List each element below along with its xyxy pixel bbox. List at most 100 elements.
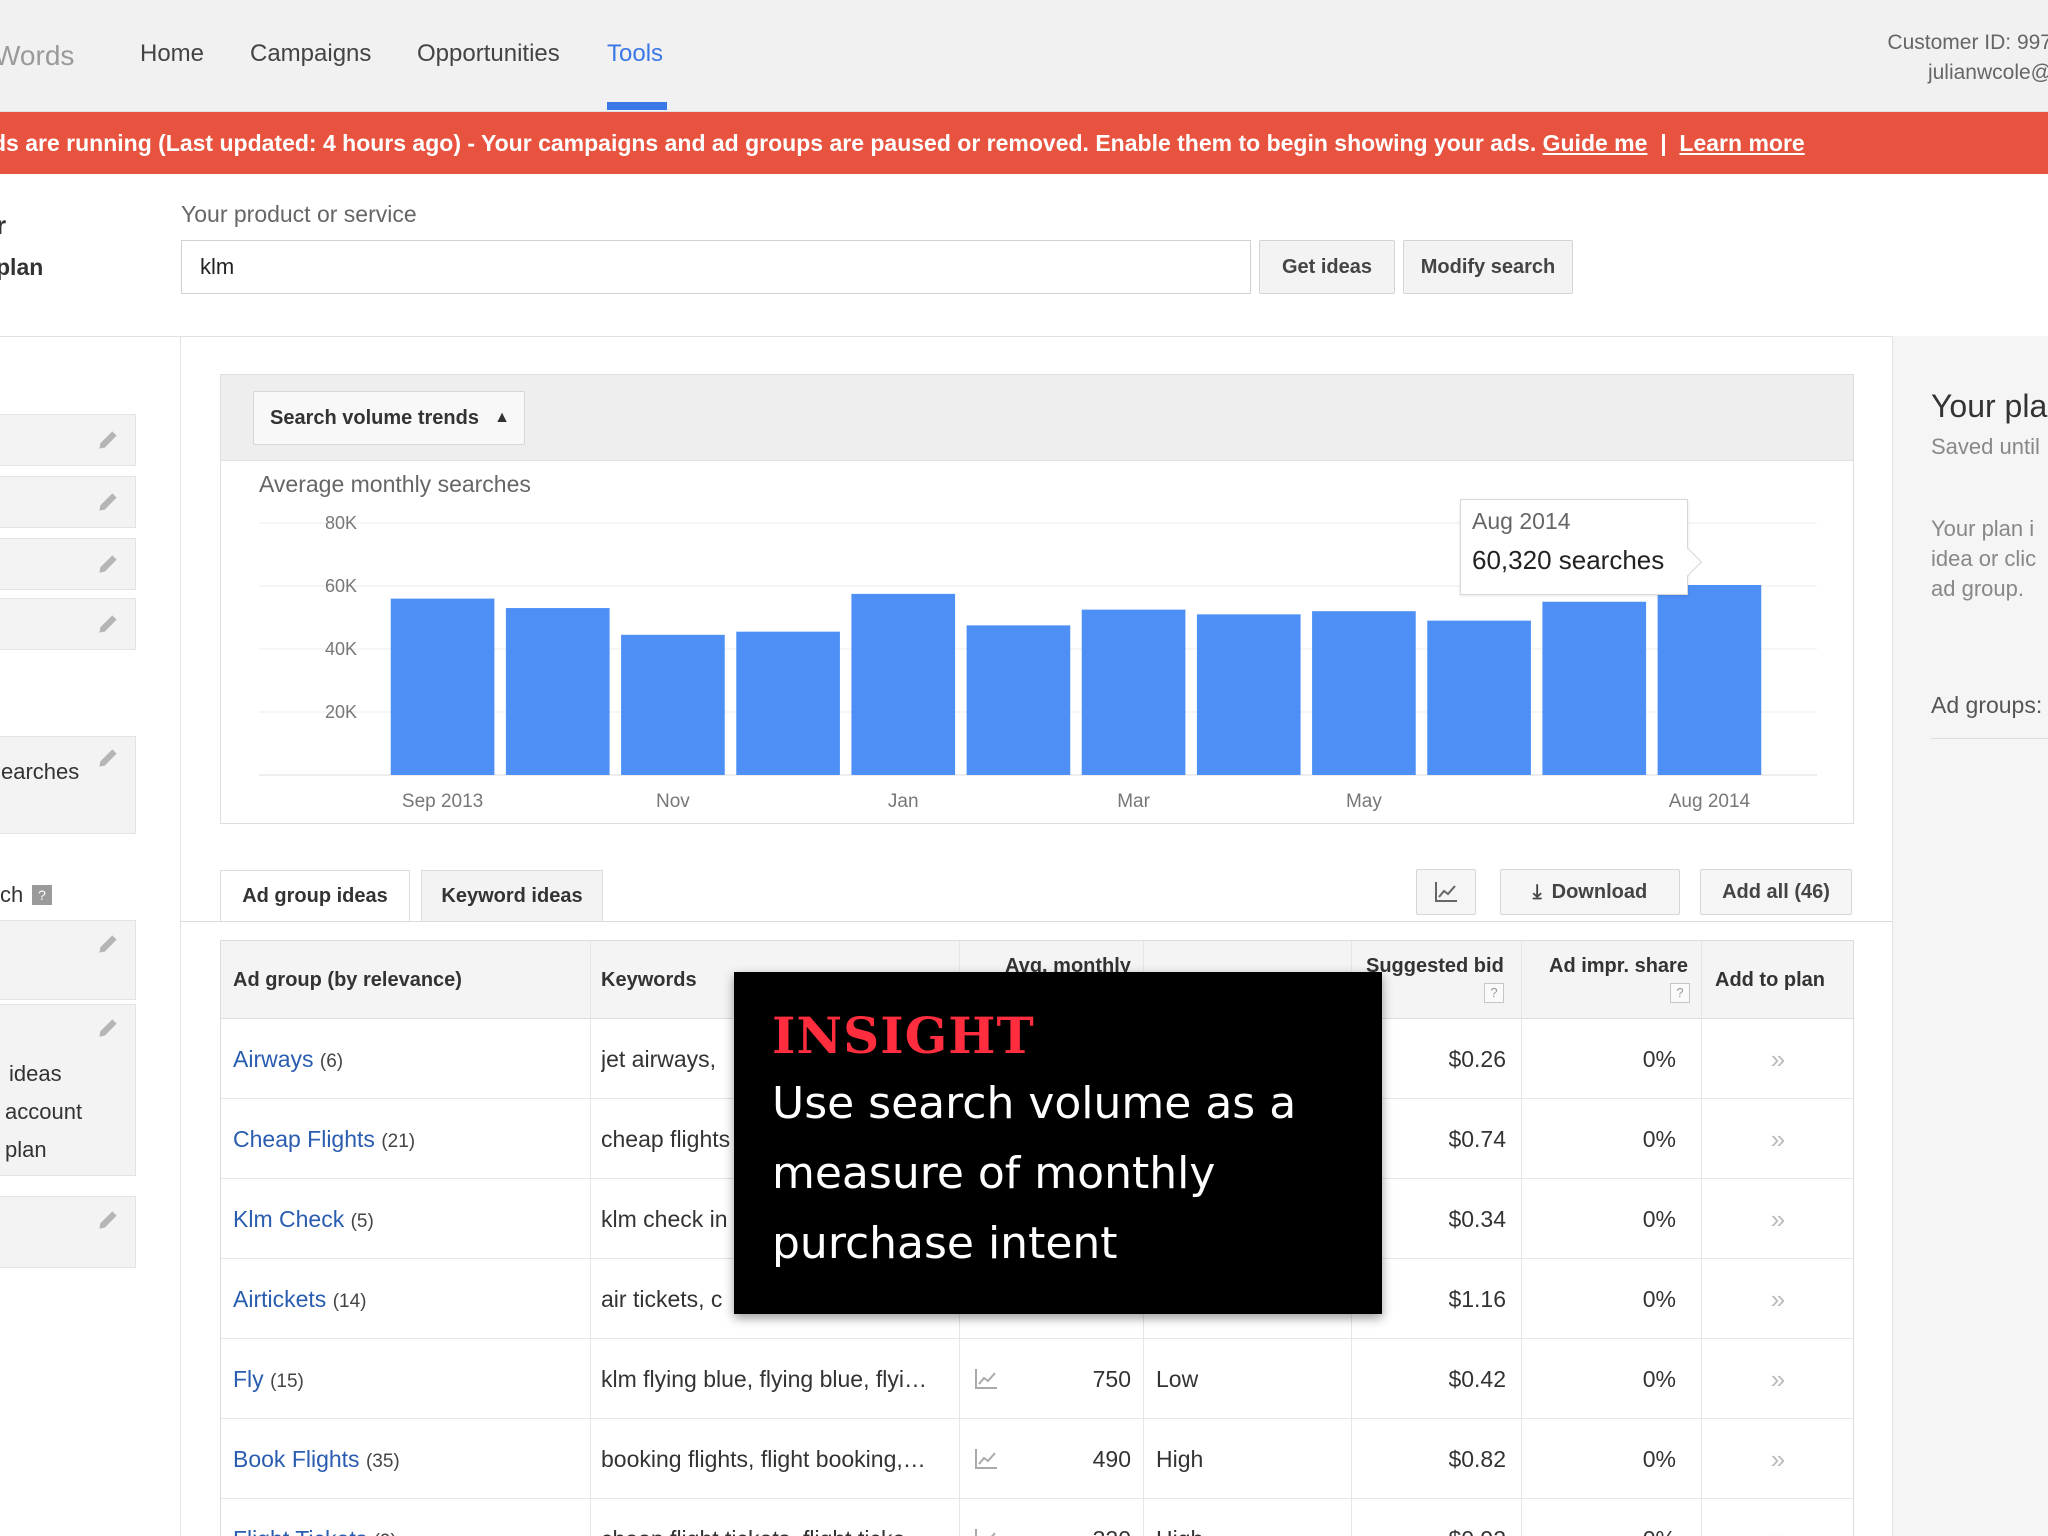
modify-search-button[interactable]: Modify search (1403, 240, 1573, 294)
add-to-plan-button[interactable]: » (1701, 1499, 1853, 1536)
keyword-count: (21) (381, 1131, 416, 1152)
chart-toggle-button[interactable] (1416, 869, 1476, 915)
bar-feb-2014[interactable] (966, 625, 1071, 775)
product-service-input[interactable] (181, 240, 1251, 294)
bar-may-2014[interactable] (1312, 611, 1416, 775)
add-to-plan-button[interactable]: » (1770, 1124, 1786, 1154)
help-icon[interactable]: ? (1484, 983, 1504, 1003)
ad-group-cell: Flight Tickets (9) (233, 1499, 583, 1536)
targeting-card-1[interactable] (0, 414, 136, 466)
insight-overlay: INSIGHT Use search volume as a measure o… (734, 972, 1382, 1314)
help-icon[interactable]: ? (32, 885, 52, 905)
bar-oct-2013[interactable] (505, 608, 610, 775)
tooltip-value: 60,320 searches (1472, 545, 1665, 575)
guide-me-link[interactable]: Guide me (1542, 130, 1648, 156)
help-icon[interactable]: ? (1670, 983, 1690, 1003)
ideas-options-card[interactable]: ideas account plan (0, 1004, 136, 1176)
ad-group-link[interactable]: Flight Tickets (233, 1526, 367, 1536)
bar-chart-svg: 20K 40K 60K 80K Sep 2013 Nov Jan Mar May Aug 2014 (259, 513, 1817, 812)
nav-opportunities[interactable]: Opportunities (417, 40, 560, 67)
bar-aug-2014[interactable] (1657, 584, 1762, 775)
col-ad-group[interactable]: Ad group (by relevance) (233, 969, 462, 991)
suggested-bid-cell: $0.26 (1448, 1046, 1506, 1072)
pencil-icon[interactable] (95, 611, 121, 637)
ad-group-link[interactable]: Fly (233, 1366, 264, 1392)
ad-group-cell: Airtickets (14) (233, 1259, 583, 1339)
col-add-to-plan[interactable]: Add to plan (1715, 969, 1825, 991)
bar-apr-2014[interactable] (1196, 614, 1301, 775)
tab-ad-group-ideas[interactable]: Ad group ideas (220, 870, 410, 923)
avg-monthly-searches-cell: 490 (1092, 1446, 1131, 1472)
pencil-icon[interactable] (95, 1015, 121, 1041)
y-tick-label: 80K (325, 513, 357, 533)
targeting-card-4[interactable] (0, 598, 136, 650)
col-avg-monthly[interactable]: Avg. monthly (1005, 955, 1131, 977)
pencil-icon[interactable] (95, 1207, 121, 1233)
y-tick-label: 20K (325, 702, 357, 722)
bar-jul-2014[interactable] (1542, 601, 1647, 775)
competition-cell: High (1156, 1446, 1204, 1472)
col-suggested-bid[interactable]: Suggested bid (1366, 955, 1504, 977)
filter-card[interactable] (0, 920, 136, 1000)
column-divider (590, 941, 591, 1536)
search-options-label: ch (0, 882, 24, 907)
ad-group-link[interactable]: Airways (233, 1046, 314, 1072)
trend-chart-icon[interactable] (973, 1527, 999, 1536)
bar-nov-2013[interactable] (621, 634, 725, 775)
add-to-plan-button[interactable]: » (1770, 1204, 1786, 1234)
nav-home[interactable]: Home (140, 40, 205, 67)
chart-tooltip: Aug 2014 60,320 searches (1460, 499, 1703, 595)
pencil-icon[interactable] (95, 427, 121, 453)
competition-cell: Low (1156, 1366, 1199, 1392)
ad-group-link[interactable]: Cheap Flights (233, 1126, 375, 1152)
ideas-option-line-1: ideas (9, 1061, 62, 1086)
bar-jan-2014[interactable] (851, 593, 956, 775)
nav-tools[interactable]: Tools (607, 40, 664, 67)
add-to-plan-button[interactable]: » (1770, 1444, 1786, 1474)
date-range-card[interactable]: earches (0, 736, 136, 834)
alert-message: ds are running (Last updated: 4 hours ag… (0, 130, 1537, 156)
col-ad-impr-share[interactable]: Ad impr. share (1549, 955, 1688, 977)
x-tick-label: Aug 2014 (1669, 791, 1751, 812)
column-divider (1521, 941, 1522, 1536)
bar-dec-2013[interactable] (736, 631, 840, 775)
pencil-icon[interactable] (95, 745, 121, 771)
ad-impr-share-cell: 0% (1642, 1206, 1676, 1232)
pencil-icon[interactable] (95, 489, 121, 515)
table-row: Fly (15) klm flying blue, flying blue, fl… (221, 1339, 1853, 1419)
trend-chart-icon[interactable] (973, 1447, 999, 1471)
suggested-bid-cell: $0.42 (1448, 1366, 1506, 1392)
ad-group-link[interactable]: Klm Check (233, 1206, 345, 1232)
targeting-card-2[interactable] (0, 476, 136, 528)
keyword-count: (9) (374, 1531, 397, 1536)
ad-group-link[interactable]: Book Flights (233, 1446, 360, 1472)
negative-keywords-card[interactable] (0, 1196, 136, 1268)
download-label: Download (1551, 881, 1648, 903)
trend-chart-icon[interactable] (973, 1367, 999, 1391)
nav-campaigns[interactable]: Campaigns (250, 40, 372, 67)
get-ideas-button[interactable]: Get ideas (1259, 240, 1395, 294)
search-volume-chart: Search volume trends ▲ Average monthly s… (220, 374, 1854, 824)
bar-sep-2013[interactable] (390, 598, 495, 775)
column-divider (1701, 941, 1702, 1536)
customer-id: Customer ID: 997 (1887, 31, 2048, 54)
add-to-plan-button[interactable]: » (1770, 1044, 1786, 1074)
pencil-icon[interactable] (95, 931, 121, 957)
bar-mar-2014[interactable] (1081, 609, 1186, 775)
ad-group-link[interactable]: Airtickets (233, 1286, 327, 1312)
add-to-plan-button[interactable]: » (1770, 1364, 1786, 1394)
learn-more-link[interactable]: Learn more (1679, 130, 1805, 156)
download-button[interactable]: ⤓ Download (1500, 869, 1680, 915)
col-keywords[interactable]: Keywords (601, 969, 697, 991)
targeting-card-3[interactable] (0, 538, 136, 590)
tab-keyword-ideas[interactable]: Keyword ideas (421, 870, 603, 922)
add-all-button[interactable]: Add all (46) (1700, 869, 1852, 915)
ad-impr-share-cell: 0% (1642, 1046, 1676, 1072)
keyword-count: (14) (332, 1291, 367, 1312)
plan-desc-line: Your plan i (1931, 516, 2035, 541)
account-info[interactable]: Customer ID: 997 julianwcole@ (1887, 28, 2048, 88)
add-to-plan-button[interactable]: » (1770, 1284, 1786, 1314)
bar-jun-2014[interactable] (1427, 620, 1531, 775)
chart-type-selector[interactable]: Search volume trends ▲ (253, 391, 525, 445)
pencil-icon[interactable] (95, 551, 121, 577)
